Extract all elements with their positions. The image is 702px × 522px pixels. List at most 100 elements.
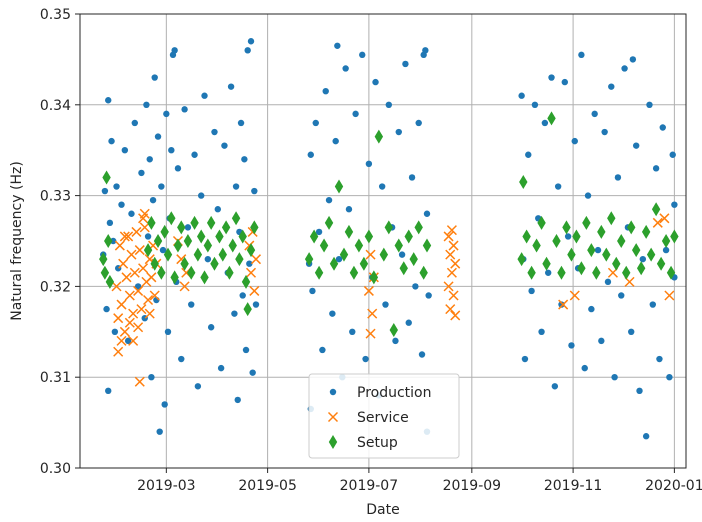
production-point	[611, 374, 618, 381]
production-point	[639, 255, 647, 263]
y-axis-title: Natural frequency (Hz)	[9, 161, 25, 321]
production-point	[146, 156, 153, 163]
production-point	[578, 51, 585, 59]
production-point	[106, 219, 114, 227]
setup-point	[250, 220, 259, 235]
production-point	[159, 246, 167, 254]
production-point	[415, 119, 422, 127]
production-point	[425, 292, 432, 299]
setup-point	[369, 270, 379, 285]
legend-label-setup: Setup	[357, 435, 398, 451]
production-point	[628, 328, 635, 335]
service-point	[443, 231, 454, 242]
legend-marker-production	[329, 388, 337, 396]
production-point	[154, 133, 162, 140]
production-point	[604, 278, 612, 286]
setup-point	[379, 247, 389, 262]
production-point	[247, 38, 255, 45]
production-point	[412, 283, 419, 290]
production-point	[659, 124, 666, 131]
production-point	[124, 337, 132, 345]
service-point	[250, 254, 262, 265]
y-tick-label: 0.34	[40, 98, 71, 114]
setup-point	[329, 256, 339, 271]
production-point	[571, 137, 578, 145]
production-point	[234, 396, 241, 404]
setup-point	[364, 229, 374, 244]
x-tick-label: 2019-03	[137, 478, 196, 494]
setup-point	[193, 247, 203, 262]
production-point	[581, 364, 588, 372]
production-point	[544, 269, 552, 276]
x-tick-label: 2019-11	[544, 478, 603, 494]
production-point	[538, 328, 545, 335]
legend-box	[308, 373, 460, 459]
x-tick-label: 2019-05	[238, 478, 297, 494]
setup-point	[173, 238, 183, 253]
production-point	[594, 246, 602, 254]
production-point	[118, 201, 125, 208]
setup-point	[183, 234, 193, 248]
setup-point	[177, 220, 186, 235]
legend: Production Service Setup	[308, 373, 460, 459]
x-axis-title: Date	[366, 502, 399, 518]
setup-point	[582, 215, 591, 230]
setup-point	[104, 234, 113, 248]
production-point	[564, 233, 572, 240]
service-point	[659, 213, 670, 224]
setup-point	[547, 111, 556, 126]
production-point	[101, 187, 109, 195]
setup-point	[157, 265, 166, 280]
service-point	[116, 335, 127, 346]
production-point	[309, 287, 316, 295]
setup-point	[200, 270, 209, 285]
service-point	[129, 267, 140, 278]
production-point	[121, 147, 129, 154]
setup-point	[572, 229, 581, 244]
x-tick-label: 2019-07	[340, 478, 399, 494]
production-point	[335, 255, 343, 263]
production-point	[315, 228, 323, 236]
production-point	[669, 151, 676, 158]
production-point	[128, 210, 135, 217]
setup-point	[394, 238, 403, 253]
x-tick-label: 2020-01	[645, 478, 702, 494]
setup-point	[218, 247, 227, 262]
production-point	[652, 165, 660, 172]
setup-point	[246, 243, 256, 258]
setup-point	[577, 261, 586, 276]
production-point	[131, 119, 138, 127]
setup-point	[314, 265, 324, 280]
setup-point	[592, 265, 601, 280]
production-point	[568, 342, 575, 349]
production-point	[214, 206, 222, 213]
y-tick-label: 0.33	[40, 189, 71, 205]
setup-point	[160, 224, 169, 239]
production-point	[528, 287, 535, 295]
y-tick-label: 0.31	[40, 370, 71, 386]
production-point	[181, 106, 188, 113]
setup-point	[587, 243, 596, 258]
production-point	[378, 183, 386, 190]
production-point	[629, 56, 637, 63]
service-point	[124, 317, 135, 328]
service-point	[138, 263, 149, 274]
production-point	[621, 65, 628, 72]
setup-point	[238, 229, 247, 244]
service-point	[139, 208, 150, 219]
setup-point	[334, 179, 344, 194]
setup-point	[102, 170, 111, 185]
production-point	[646, 101, 653, 109]
service-point	[367, 308, 378, 319]
setup-point	[602, 247, 611, 262]
production-point	[307, 151, 314, 158]
service-point	[133, 322, 144, 333]
production-point	[148, 374, 155, 381]
production-point	[382, 301, 389, 308]
y-tick-label: 0.32	[40, 279, 71, 295]
service-point	[179, 281, 190, 292]
production-point	[636, 387, 643, 395]
production-point	[232, 183, 240, 190]
setup-point	[339, 247, 349, 262]
